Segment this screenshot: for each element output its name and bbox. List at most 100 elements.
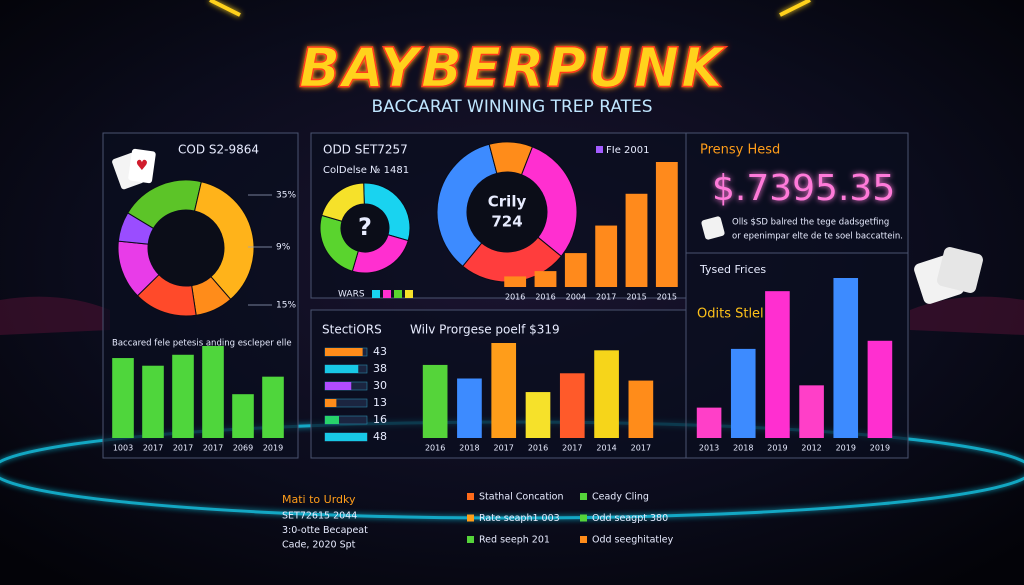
bar — [564, 253, 587, 287]
x-tick-label: 2017 — [494, 444, 514, 453]
bar — [262, 376, 284, 438]
legend-label: WARS — [338, 290, 365, 300]
center-text: ? — [358, 213, 372, 241]
price-description: Olls $SD balred the tege dadsgetfing — [732, 218, 889, 228]
x-tick-label: 2018 — [459, 444, 479, 453]
x-tick-label: 2018 — [733, 444, 753, 453]
legend-label: Rate seaph1 003 — [479, 513, 560, 524]
bar — [559, 373, 585, 438]
donut-slice — [321, 182, 365, 222]
x-tick-label: 2014 — [596, 444, 616, 453]
bar — [595, 225, 618, 287]
bar — [594, 350, 619, 438]
bar — [765, 291, 790, 438]
chart-title: ODD SET7257 — [323, 143, 408, 157]
bar — [325, 399, 337, 407]
donut-hole — [149, 211, 223, 285]
legend-swatch — [467, 493, 474, 500]
price-amount: $.7395.35 — [712, 168, 895, 209]
bar — [799, 385, 824, 438]
bar — [202, 346, 224, 438]
x-tick-label: 2015 — [657, 293, 677, 302]
x-tick-label: 2019 — [263, 444, 283, 453]
bar — [422, 364, 448, 438]
subtitle: BACCARAT WINNING TREP RATES — [371, 97, 652, 117]
legend-swatch — [467, 536, 474, 543]
bar — [325, 365, 359, 373]
bar — [504, 276, 527, 287]
legend-swatch — [383, 290, 391, 298]
cards-icon: ♥ — [112, 148, 156, 190]
slice-label: 9% — [276, 243, 291, 253]
x-tick-label: 2004 — [566, 293, 586, 302]
x-tick-label: 2017 — [562, 444, 582, 453]
x-tick-label: 2016 — [535, 293, 555, 302]
table-left — [0, 296, 110, 335]
x-tick-label: 2017 — [143, 444, 163, 453]
chart-subtitle: ColDelse № 1481 — [323, 165, 409, 176]
donut-slice — [117, 212, 155, 245]
legend-swatch — [580, 536, 587, 543]
donut-slice — [488, 141, 534, 176]
x-tick-label: 2017 — [173, 444, 193, 453]
legend-swatch — [580, 493, 587, 500]
legend-swatch — [405, 290, 413, 298]
bar — [625, 193, 648, 287]
x-tick-label: 2016 — [425, 444, 445, 453]
x-tick-label: 2015 — [626, 293, 646, 302]
chart-title: Wilv Prorgese poelf $319 — [410, 323, 560, 337]
legend-swatch — [372, 290, 380, 298]
x-tick-label: 2019 — [836, 444, 856, 453]
bar — [628, 380, 654, 438]
svg-text:♥: ♥ — [136, 158, 149, 174]
bar — [142, 365, 164, 438]
bar — [112, 358, 134, 438]
legend-label: Odd seeghitatley — [592, 535, 674, 546]
footer-line: Cade, 2020 Spt — [282, 540, 356, 551]
bar — [232, 394, 254, 438]
value-label: 38 — [373, 362, 387, 375]
chart-title: Baccared fele petesis anding escleper el… — [112, 339, 292, 349]
center-text: Crily — [488, 193, 527, 211]
bar — [325, 416, 339, 424]
legend-label: FIe 2001 — [606, 145, 649, 156]
legend-label: Odd seagpt 380 — [592, 513, 668, 524]
table-right — [910, 296, 1024, 335]
bar — [457, 378, 482, 438]
x-tick-label: 2016 — [528, 444, 548, 453]
bar — [325, 382, 352, 390]
legend-label: Stathal Concation — [479, 492, 564, 503]
x-tick-label: 2017 — [596, 293, 616, 302]
footer-line: SET72615 2044 — [282, 511, 357, 522]
price-description: or epenimpar elte de te soel baccattein. — [732, 232, 903, 242]
bar — [730, 348, 756, 438]
donut-hole — [342, 205, 388, 251]
value-label: 16 — [373, 413, 387, 426]
x-tick-label: 2069 — [233, 444, 253, 453]
slice-label: 35% — [276, 191, 296, 201]
footer-line: 3:0-otte Becapeat — [282, 525, 368, 536]
price-heading: Prensy Hesd — [700, 143, 780, 158]
bar — [534, 271, 557, 287]
x-tick-label: 2013 — [699, 444, 719, 453]
legend-label: Red seeph 201 — [479, 535, 550, 546]
center-text: 724 — [491, 213, 522, 231]
bar — [172, 354, 194, 438]
slice-label: 15% — [276, 301, 296, 311]
legend-label: Ceady Cling — [592, 492, 649, 503]
chart-title: StectiORS — [322, 323, 382, 337]
footer-heading: Mati to Urdky — [282, 493, 356, 506]
legend-swatch — [596, 146, 603, 153]
value-label: 48 — [373, 430, 387, 443]
donut-hole — [468, 173, 546, 251]
chart-title: Odits Stlel! — [697, 307, 769, 322]
chart-title: COD S2-9864 — [178, 143, 259, 157]
x-tick-label: 2017 — [631, 444, 651, 453]
bar — [833, 278, 859, 438]
x-tick-label: 1003 — [113, 444, 133, 453]
x-tick-label: 2017 — [203, 444, 223, 453]
x-tick-label: 2012 — [801, 444, 821, 453]
legend-swatch — [394, 290, 402, 298]
x-tick-label: 2019 — [870, 444, 890, 453]
bar — [525, 392, 551, 438]
